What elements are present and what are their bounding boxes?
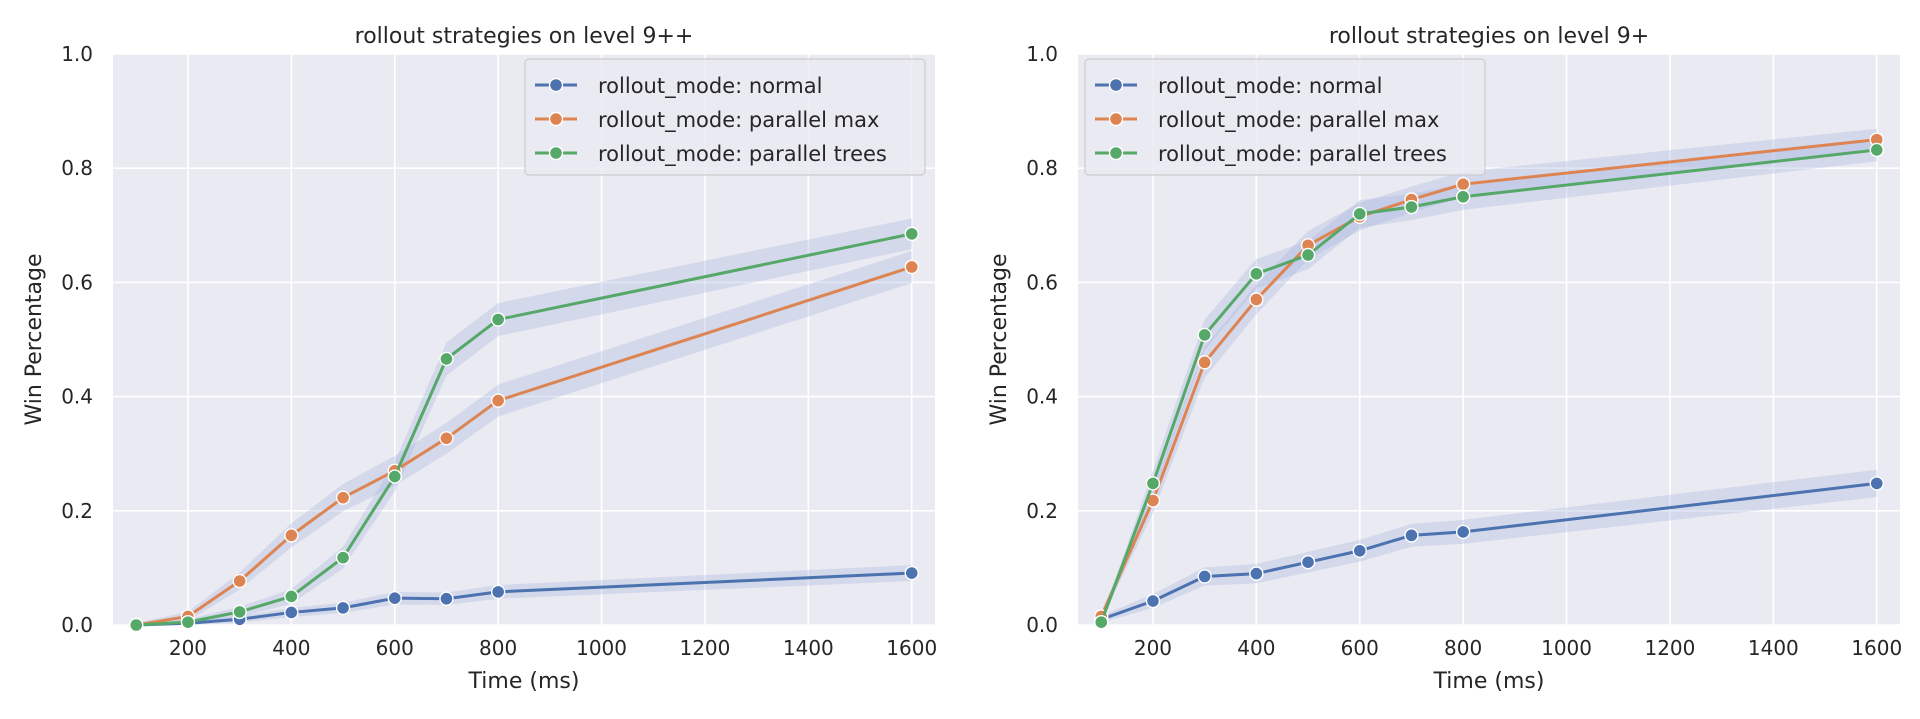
y-tick-label: 0.6 <box>1026 270 1058 294</box>
y-tick-label: 0.2 <box>61 499 93 523</box>
data-point <box>439 591 454 606</box>
data-point <box>1249 266 1264 282</box>
legend-frame <box>1084 58 1486 176</box>
chart-title: rollout strategies on level 9+ <box>1329 24 1649 49</box>
data-point <box>335 490 351 505</box>
y-tick-label: 0.8 <box>1026 156 1058 180</box>
data-point <box>1300 554 1316 570</box>
legend-frame <box>524 58 926 176</box>
x-tick-label: 1600 <box>1851 636 1902 660</box>
data-point <box>1869 476 1884 491</box>
data-point <box>904 565 919 581</box>
x-tick-label: 800 <box>479 636 517 660</box>
data-point <box>1300 247 1316 263</box>
legend: rollout_mode: normal rollout_mode: parall… <box>524 58 926 176</box>
data-point <box>387 469 402 484</box>
legend-label: rollout_mode: parallel max <box>1158 108 1439 133</box>
x-tick-label: 200 <box>1134 636 1172 660</box>
confidence-band <box>136 218 912 625</box>
data-point <box>490 584 506 600</box>
x-tick-label: 200 <box>169 636 207 660</box>
legend-label: rollout_mode: parallel trees <box>1158 142 1447 167</box>
data-point <box>284 589 299 604</box>
chart-title: rollout strategies on level 9++ <box>355 24 694 49</box>
y-tick-label: 0.6 <box>61 270 93 294</box>
data-point <box>1145 593 1161 609</box>
data-point <box>1352 206 1367 222</box>
data-point <box>1197 327 1212 343</box>
x-tick-label: 600 <box>1341 636 1379 660</box>
x-tick-label: 1000 <box>576 636 627 660</box>
chart-panel-2: 200 400 600 800 1000 1200 1400 1600 0.0 0.2 0.4 0.6… <box>987 24 1902 694</box>
legend-label: rollout_mode: normal <box>1158 74 1382 99</box>
x-tick-label: 400 <box>1237 636 1275 660</box>
data-point <box>904 226 919 242</box>
legend-marker <box>1108 145 1124 161</box>
legend-marker <box>548 111 564 127</box>
y-tick-label: 0.0 <box>1026 613 1058 637</box>
x-axis-label: Time (ms) <box>1433 669 1545 694</box>
x-tick-label: 800 <box>1444 636 1482 660</box>
data-point <box>1145 476 1161 491</box>
data-point <box>439 351 454 367</box>
data-point <box>1455 189 1471 204</box>
x-tick-label: 1600 <box>886 636 937 660</box>
data-point <box>387 590 402 606</box>
data-point <box>284 605 299 620</box>
legend: rollout_mode: normal rollout_mode: parall… <box>1084 58 1486 176</box>
y-axis-label: Win Percentage <box>22 253 47 425</box>
y-tick-label: 0.4 <box>61 385 93 409</box>
legend-label: rollout_mode: normal <box>598 74 822 99</box>
y-axis-label: Win Percentage <box>987 253 1012 425</box>
x-tick-label: 1200 <box>679 636 730 660</box>
data-point <box>490 312 506 327</box>
data-point <box>1352 543 1367 558</box>
y-tick-label: 1.0 <box>61 42 93 66</box>
data-point <box>1094 614 1109 630</box>
x-tick-label: 400 <box>272 636 310 660</box>
legend-marker <box>1108 111 1124 127</box>
chart-panel-1: 200 400 600 800 1000 1200 1400 1600 0.0 0.2 0.4 0.6… <box>22 24 937 694</box>
data-point <box>1404 528 1419 543</box>
legend-marker <box>548 77 564 93</box>
legend-marker <box>1108 77 1124 93</box>
x-tick-label: 1400 <box>783 636 834 660</box>
y-tick-label: 1.0 <box>1026 42 1058 66</box>
confidence-band <box>1101 469 1877 623</box>
x-tick-label: 1200 <box>1644 636 1695 660</box>
confidence-band <box>1101 128 1877 621</box>
data-point <box>232 604 247 620</box>
y-tick-label: 0.2 <box>1026 499 1058 523</box>
data-point <box>439 431 454 446</box>
data-point <box>129 617 144 633</box>
x-tick-label: 1400 <box>1748 636 1799 660</box>
data-point <box>1404 199 1419 215</box>
y-tick-label: 0.0 <box>61 613 93 637</box>
data-point <box>284 528 299 543</box>
data-point <box>904 259 919 275</box>
data-point <box>1869 142 1884 158</box>
x-axis-label: Time (ms) <box>468 669 580 694</box>
data-point <box>335 600 351 616</box>
legend-marker <box>548 145 564 161</box>
data-point <box>1249 292 1264 307</box>
data-point <box>1197 355 1212 370</box>
x-tick-label: 1000 <box>1541 636 1592 660</box>
data-point <box>1197 569 1212 584</box>
legend-label: rollout_mode: parallel trees <box>598 142 887 167</box>
data-point <box>232 573 247 589</box>
data-point <box>490 393 506 408</box>
legend-label: rollout_mode: parallel max <box>598 108 879 133</box>
data-point <box>1455 176 1471 192</box>
data-point <box>180 614 196 630</box>
y-tick-label: 0.4 <box>1026 385 1058 409</box>
x-tick-label: 600 <box>376 636 414 660</box>
data-point <box>1249 566 1264 581</box>
y-tick-label: 0.8 <box>61 156 93 180</box>
data-point <box>1455 524 1471 540</box>
data-point <box>335 550 351 565</box>
confidence-band <box>136 250 912 625</box>
